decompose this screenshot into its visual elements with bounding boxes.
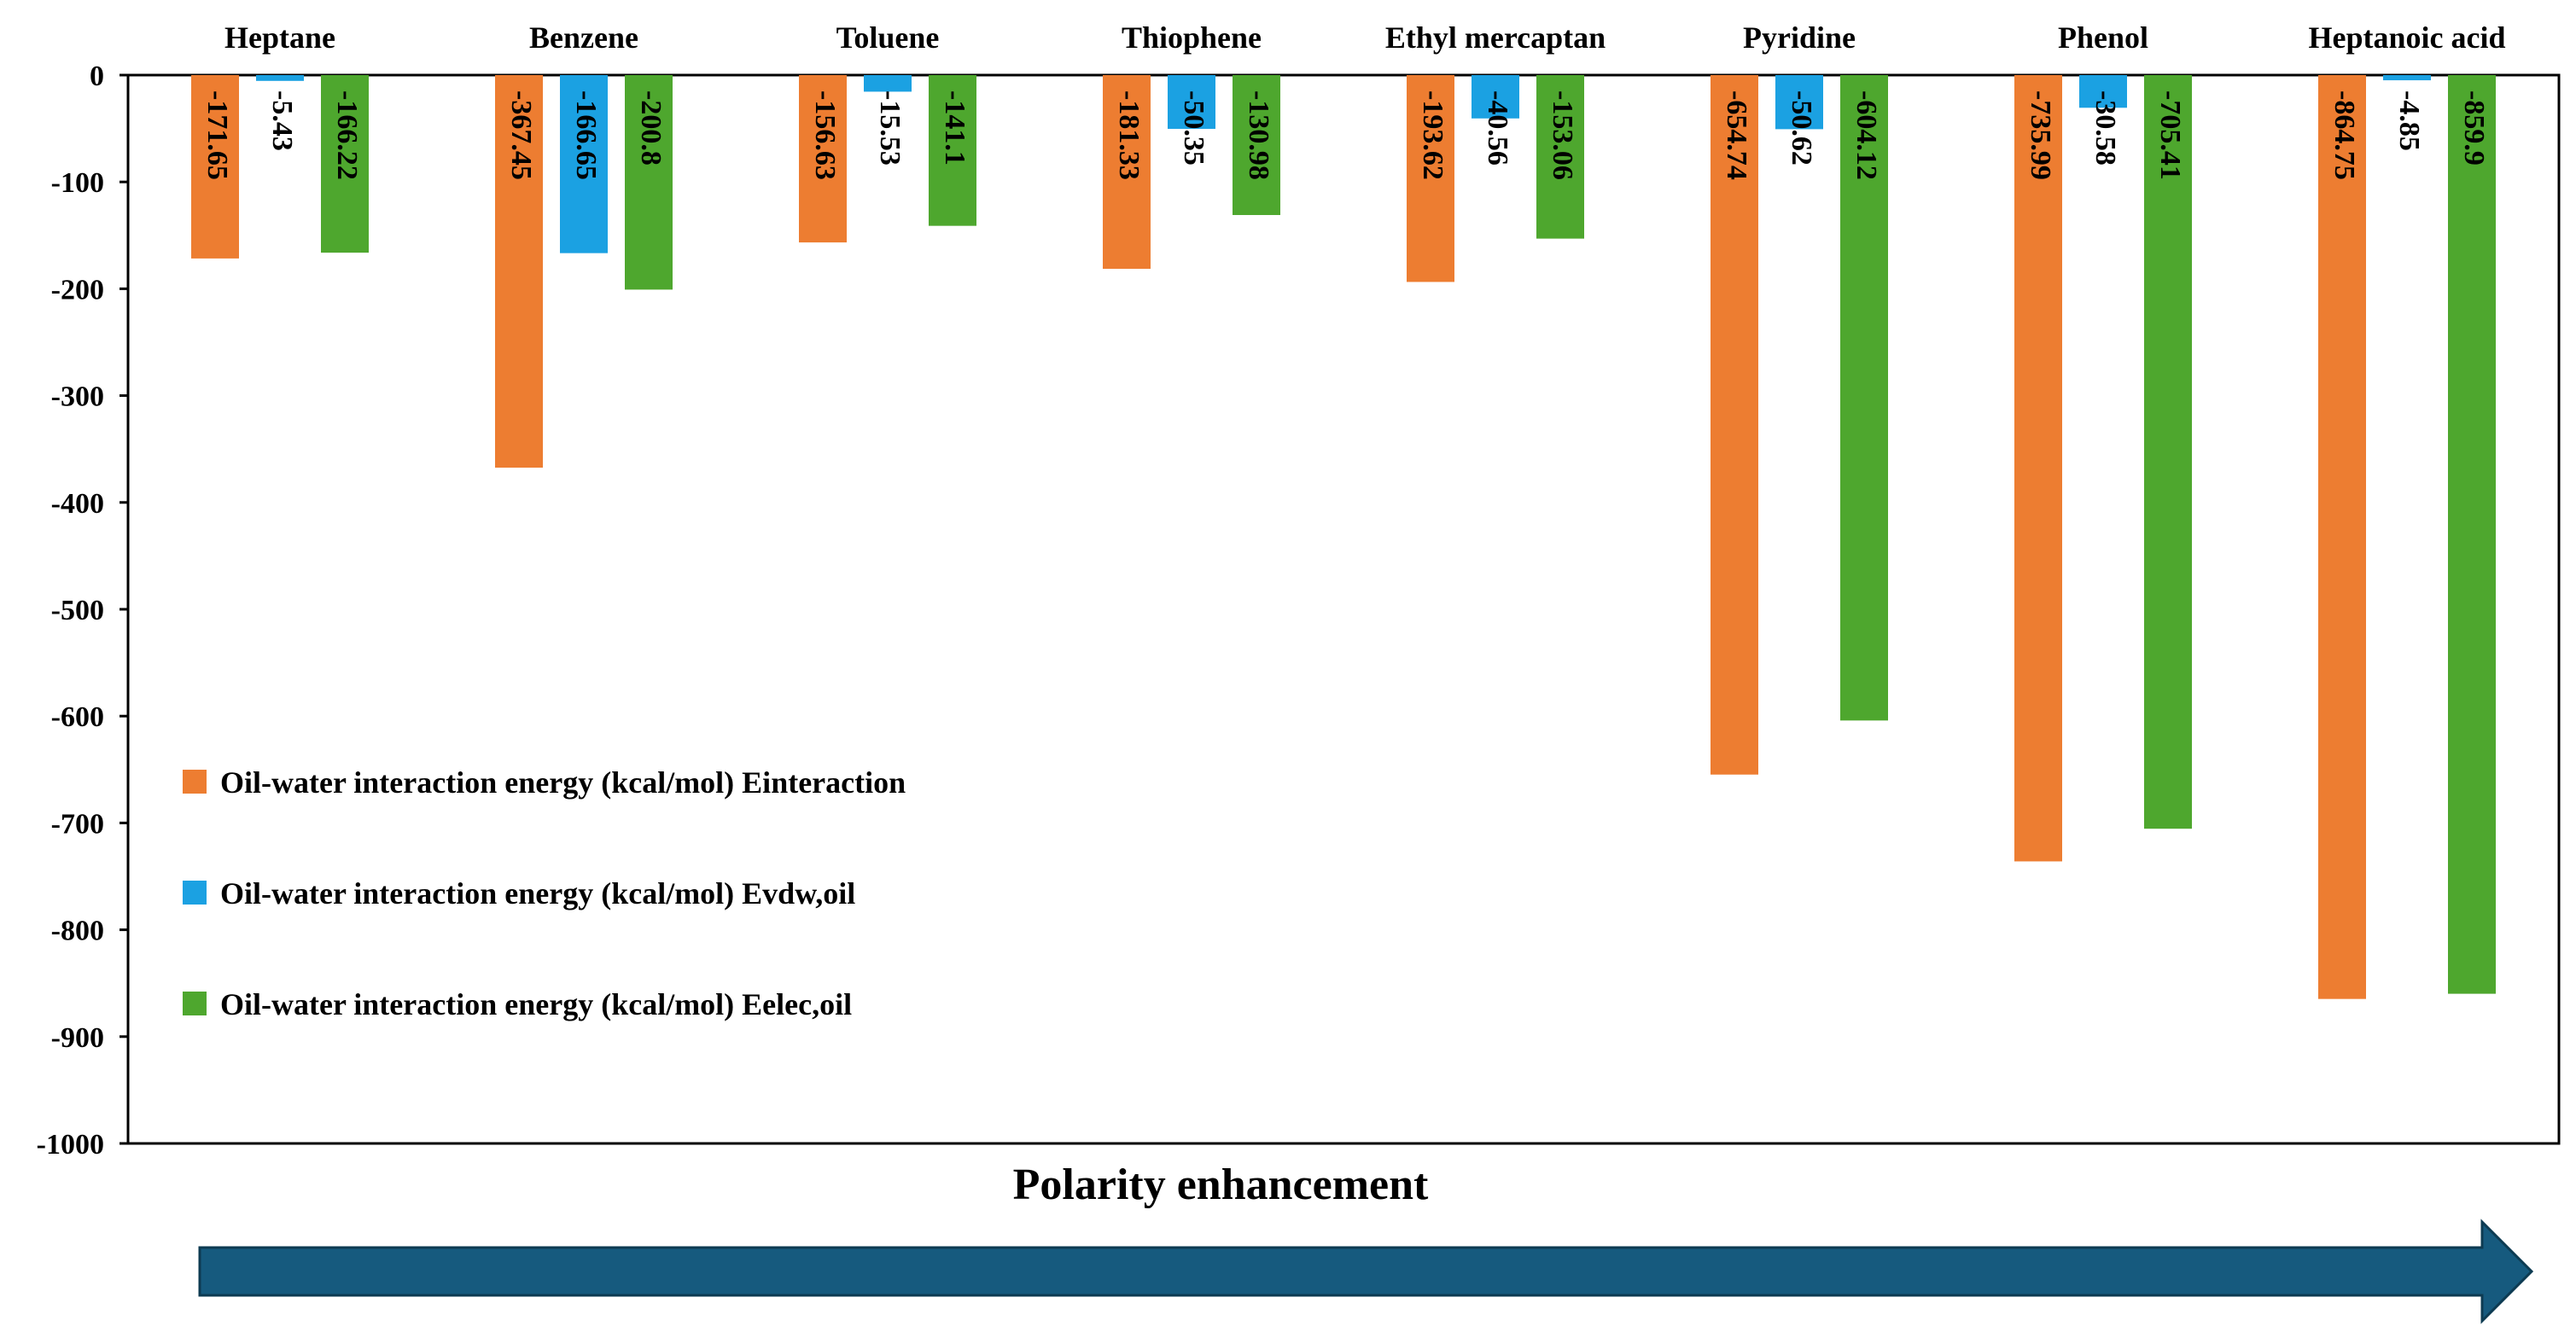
- data-label: -166.22: [331, 90, 363, 180]
- bar: [321, 75, 369, 253]
- data-label: -141.1: [939, 90, 970, 166]
- data-label: -181.33: [1113, 90, 1145, 180]
- bar: [799, 75, 847, 243]
- bar: [1472, 75, 1519, 119]
- y-tick-label: -200: [51, 274, 104, 305]
- y-tick-label: -600: [51, 701, 104, 733]
- legend-swatch: [183, 881, 207, 905]
- legend-label: Oil-water interaction energy (kcal/mol) …: [220, 765, 906, 800]
- data-label: -15.53: [874, 90, 906, 166]
- polarity-caption: Polarity enhancement: [1013, 1161, 1429, 1209]
- bars: [191, 75, 2496, 999]
- data-label: -5.43: [266, 90, 298, 151]
- data-label: -130.98: [1243, 90, 1274, 180]
- category-label: Thiophene: [1122, 20, 1262, 55]
- data-label: -604.12: [1850, 90, 1882, 180]
- bar: [2383, 75, 2431, 81]
- bar: [2318, 75, 2366, 999]
- plot-frame: [126, 73, 2561, 1145]
- bar: [1168, 75, 1215, 130]
- y-tick-label: -1000: [37, 1129, 104, 1161]
- bar: [1233, 75, 1280, 215]
- bar: [1711, 75, 1758, 775]
- bar: [929, 75, 976, 226]
- legend-swatch: [183, 770, 207, 794]
- y-tick-label: -500: [51, 595, 104, 626]
- polarity-arrow-icon: [198, 1219, 2534, 1324]
- data-label: -859.9: [2458, 90, 2490, 166]
- y-axis: 0 -100 -200 -300 -400 -500 -600 -700 -800 -900 -10…: [37, 61, 128, 1161]
- category-label: Phenol: [2058, 20, 2148, 55]
- category-label: Ethyl mercaptan: [1385, 20, 1606, 55]
- data-label: -171.65: [201, 90, 233, 180]
- bar: [1103, 75, 1151, 270]
- bar: [2448, 75, 2496, 994]
- category-label: Toluene: [836, 20, 940, 55]
- y-tick-label: 0: [90, 61, 104, 92]
- bar: [495, 75, 543, 468]
- bar-labels: -171.65 -5.43 -166.22 -367.45 -166.65 -200.8 -…: [201, 90, 2490, 180]
- data-label: -864.75: [2328, 90, 2360, 180]
- bar: [2079, 75, 2127, 108]
- data-label: -40.56: [1482, 90, 1513, 166]
- y-tick-label: -400: [51, 488, 104, 520]
- data-label: -654.74: [1721, 90, 1752, 180]
- legend-label: Oil-water interaction energy (kcal/mol) …: [220, 876, 855, 910]
- category-label: Heptanoic acid: [2309, 20, 2506, 55]
- data-label: -30.58: [2089, 90, 2121, 166]
- legend-swatch: [183, 992, 207, 1015]
- bar: [560, 75, 608, 253]
- y-tick-label: -800: [51, 916, 104, 947]
- category-label: Heptane: [224, 20, 335, 55]
- data-label: -50.62: [1786, 90, 1817, 166]
- data-label: -50.35: [1178, 90, 1209, 166]
- data-label: -4.85: [2393, 90, 2425, 151]
- bar: [1840, 75, 1888, 721]
- category-label: Pyridine: [1743, 20, 1856, 55]
- legend-label: Oil-water interaction energy (kcal/mol) …: [220, 987, 852, 1021]
- bar: [191, 75, 239, 259]
- bar: [1536, 75, 1584, 239]
- data-label: -156.63: [809, 90, 841, 180]
- bar: [864, 75, 912, 92]
- y-tick-label: -700: [51, 808, 104, 840]
- data-label: -705.41: [2154, 90, 2186, 180]
- data-label: -735.99: [2025, 90, 2056, 180]
- bar: [2144, 75, 2192, 829]
- data-label: -367.45: [505, 90, 537, 180]
- bar: [1775, 75, 1823, 130]
- y-tick-label: -100: [51, 167, 104, 199]
- bar: [1407, 75, 1454, 282]
- category-label: Benzene: [529, 20, 638, 55]
- category-labels: Heptane Benzene Toluene Thiophene Ethyl merc…: [224, 20, 2506, 55]
- bar: [256, 75, 304, 81]
- legend: Oil-water interaction energy (kcal/mol) …: [183, 765, 906, 1021]
- bar: [625, 75, 673, 290]
- data-label: -153.06: [1547, 90, 1578, 180]
- bar: [2014, 75, 2062, 862]
- y-tick-label: -900: [51, 1022, 104, 1054]
- data-label: -200.8: [635, 90, 667, 166]
- data-label: -166.65: [570, 90, 602, 180]
- y-tick-label: -300: [51, 381, 104, 413]
- data-label: -193.62: [1417, 90, 1448, 180]
